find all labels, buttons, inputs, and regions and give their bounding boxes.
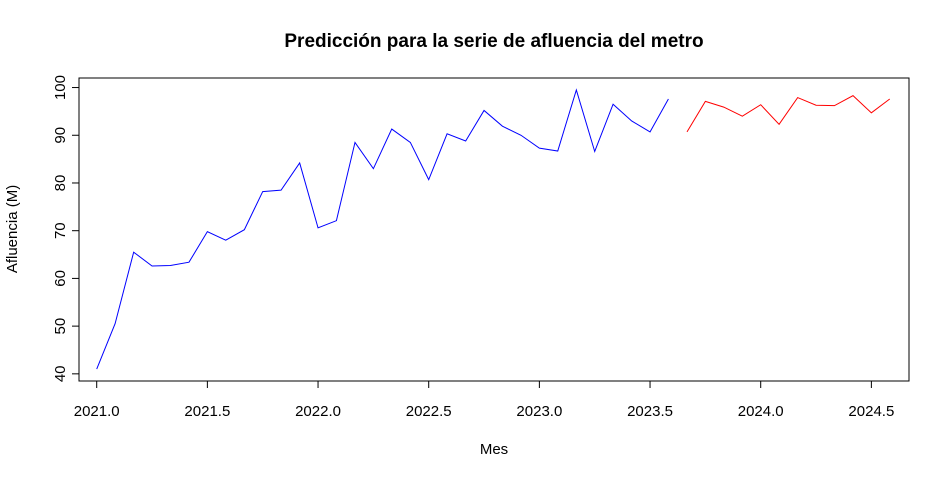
x-axis-label: Mes [480, 441, 508, 458]
y-tick-label: 60 [52, 270, 69, 287]
series-layer [96, 88, 891, 370]
y-axis-label: Afluencia (M) [4, 185, 21, 273]
y-tick-label: 50 [52, 318, 69, 335]
chart-title: Predicción para la serie de afluencia de… [284, 31, 703, 52]
x-tick-label: 2021.0 [74, 403, 120, 420]
x-tick-label: 2023.0 [516, 403, 562, 420]
y-tick-label: 40 [52, 365, 69, 382]
x-tick-label: 2022.5 [406, 403, 452, 420]
y-axis: 40 50 60 70 80 90 100 [52, 75, 80, 382]
series-line-2 [686, 95, 891, 133]
x-axis: 2021.0 2021.5 2022.0 2022.5 2023.0 2023.5 2024… [74, 380, 894, 420]
x-tick-label: 2024.0 [738, 403, 784, 420]
y-tick-label: 90 [52, 127, 69, 144]
y-tick-label: 80 [52, 175, 69, 192]
series-line-1 [96, 88, 669, 370]
x-tick-label: 2021.5 [184, 403, 230, 420]
plot-area-frame [78, 77, 910, 382]
y-tick-label: 70 [52, 222, 69, 239]
x-tick-label: 2024.5 [848, 403, 894, 420]
x-tick-label: 2023.5 [627, 403, 673, 420]
y-tick-label: 100 [52, 75, 69, 100]
x-tick-label: 2022.0 [295, 403, 341, 420]
